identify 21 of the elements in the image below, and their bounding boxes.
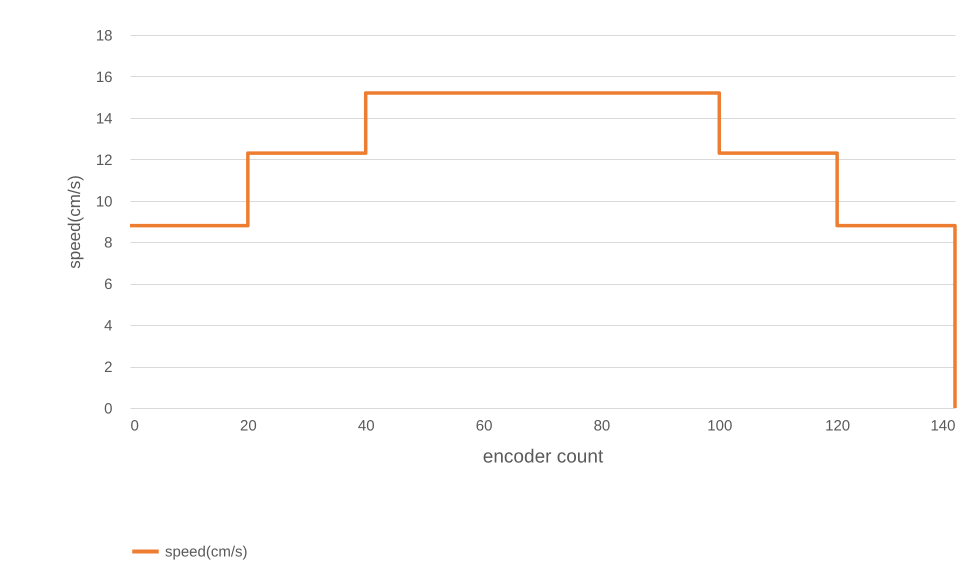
x-tick-label: 140 <box>930 418 956 434</box>
x-tick-label: 80 <box>594 418 610 434</box>
x-tick-label: 40 <box>358 418 375 434</box>
y-tick-label: 6 <box>104 276 112 294</box>
y-tick-label: 14 <box>96 110 112 128</box>
legend-label: speed(cm/s) <box>165 544 248 560</box>
y-tick-label: 0 <box>104 400 112 418</box>
x-tick-label: 120 <box>825 418 850 434</box>
y-tick-label: 2 <box>104 359 112 376</box>
x-tick-label: 100 <box>707 418 732 434</box>
y-tick-label: 4 <box>104 318 112 335</box>
y-tick-label: 10 <box>96 193 112 210</box>
y-tick-label: 16 <box>96 68 112 86</box>
y-tick-label: 18 <box>96 28 112 44</box>
x-tick-label: 0 <box>130 418 139 434</box>
x-axis-title: encoder count <box>482 446 604 468</box>
y-tick-label: 8 <box>104 234 112 252</box>
y-axis-title: speed(cm/s) <box>64 175 84 269</box>
x-tick-label: 60 <box>476 418 492 434</box>
x-tick-label: 20 <box>240 418 257 434</box>
y-tick-label: 12 <box>96 152 112 169</box>
